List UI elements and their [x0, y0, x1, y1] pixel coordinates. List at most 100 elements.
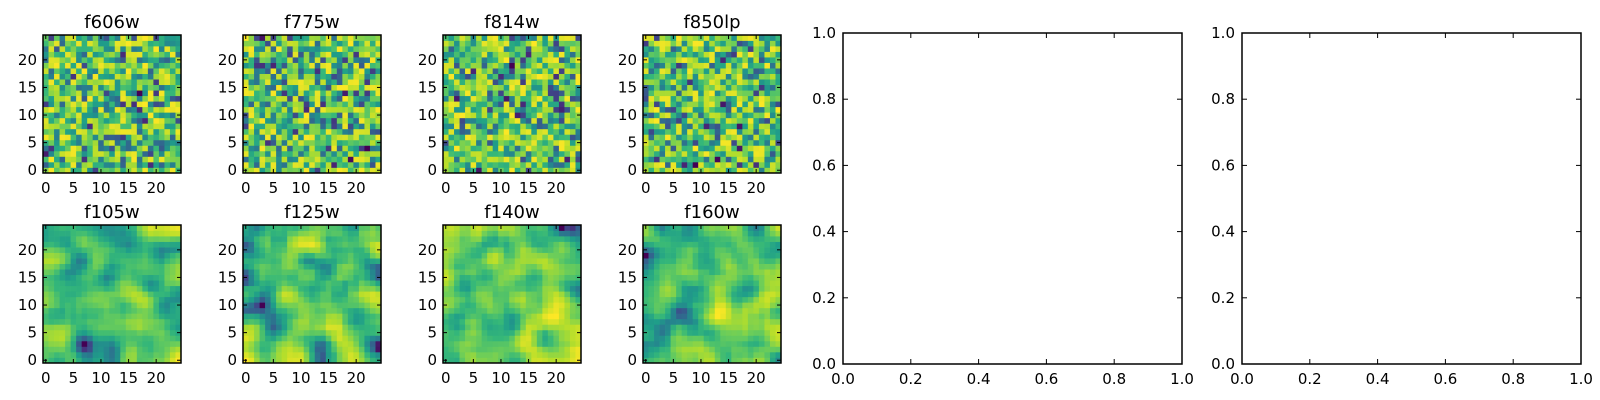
heatmap-cell [243, 150, 249, 157]
heatmap-cell [454, 346, 460, 353]
heatmap-cell [569, 40, 576, 47]
heatmap-cell [443, 335, 449, 342]
heatmap-cell [158, 134, 165, 141]
heatmap-cell [714, 296, 721, 303]
heatmap-cell [153, 106, 160, 113]
heatmap-cell [520, 161, 527, 168]
heatmap-cell [175, 101, 182, 108]
heatmap-cell [564, 340, 571, 347]
heatmap-cell [175, 230, 182, 237]
heatmap-cell [87, 150, 94, 157]
heatmap-cell [503, 90, 510, 97]
heatmap-cell [70, 46, 77, 52]
heatmap-cell [369, 167, 376, 174]
heatmap-cell [558, 167, 565, 174]
heatmap-cell [259, 302, 266, 309]
heatmap-cell [65, 145, 71, 152]
heatmap-cell [525, 258, 532, 264]
heatmap-cell [520, 324, 527, 331]
heatmap-cell [281, 296, 288, 303]
heatmap-cell [492, 35, 499, 41]
heatmap-cell [254, 79, 260, 86]
heatmap-cell [769, 90, 776, 97]
heatmap-cell [103, 351, 110, 358]
heatmap-cell [43, 269, 49, 276]
heatmap-cell [709, 106, 716, 113]
heatmap-cell [336, 357, 343, 364]
heatmap-cell [320, 335, 327, 342]
heatmap-cell [498, 296, 505, 303]
heatmap-cell [764, 329, 771, 336]
heatmap-cell [98, 236, 105, 242]
heatmap-cell [558, 335, 565, 342]
heatmap-cell [70, 263, 77, 270]
heatmap-cell [536, 318, 543, 325]
heatmap-cell [514, 57, 521, 63]
heatmap-cell [142, 340, 149, 347]
heatmap-cell [98, 307, 105, 314]
heatmap-cell [542, 57, 549, 63]
heatmap-cell [136, 139, 143, 146]
heatmap-cell [276, 46, 282, 52]
heatmap-cell [342, 346, 349, 353]
heatmap-cell [703, 128, 710, 135]
heatmap-cell [492, 351, 499, 358]
heatmap-cell [725, 351, 732, 358]
heatmap-cell [292, 285, 299, 292]
heatmap-cell [369, 145, 376, 152]
heatmap-cell [369, 101, 376, 108]
heatmap-cell [270, 139, 277, 146]
heatmap-cell [753, 318, 760, 325]
heatmap-cell [325, 117, 332, 124]
heatmap-cell [109, 335, 116, 342]
heatmap-cell [48, 57, 55, 63]
heatmap-cell [476, 134, 482, 141]
heatmap-cell [43, 291, 49, 298]
heatmap-cell [81, 106, 88, 113]
heatmap-cell [276, 247, 282, 253]
heatmap-cell [709, 123, 716, 130]
heatmap-cell [158, 296, 165, 303]
heatmap-cell [303, 291, 310, 298]
heatmap-cell [536, 291, 543, 298]
x-tick-label: 5 [669, 179, 679, 197]
heatmap-cell [714, 318, 721, 325]
heatmap-cell [553, 40, 560, 47]
heatmap-cell [654, 123, 660, 130]
heatmap-cell [281, 62, 288, 69]
heatmap-cell [714, 274, 721, 281]
heatmap-cell [153, 40, 160, 47]
heatmap-cell [65, 40, 71, 47]
heatmap-cell [481, 90, 488, 97]
heatmap-cell [509, 230, 516, 237]
heatmap-cell [92, 90, 99, 97]
heatmap-cell [448, 269, 455, 276]
heatmap-cell [542, 351, 549, 358]
heatmap-cell [336, 57, 343, 63]
heatmap-cell [775, 318, 782, 325]
heatmap-cell [331, 357, 338, 364]
heatmap-cell [54, 84, 60, 91]
heatmap-cell [136, 335, 143, 342]
heatmap-cell [703, 68, 710, 74]
heatmap-cell [443, 161, 449, 168]
heatmap-cell [309, 324, 316, 331]
heatmap-cell [564, 139, 571, 146]
heatmap-cell [287, 62, 294, 69]
heatmap-cell [43, 145, 49, 152]
heatmap-cell [736, 123, 743, 130]
heatmap-cell [553, 230, 560, 237]
heatmap-cell [443, 145, 449, 152]
heatmap-cell [325, 68, 332, 74]
heatmap-cell [747, 134, 754, 141]
heatmap-cell [454, 112, 460, 119]
heatmap-cell [320, 134, 327, 141]
heatmap-cell [520, 167, 527, 174]
heatmap-cell [342, 313, 349, 320]
heatmap-cell [769, 51, 776, 58]
heatmap-cell [270, 302, 277, 309]
heatmap-cell [509, 156, 516, 163]
heatmap-cell [125, 46, 132, 52]
heatmap-cell [764, 285, 771, 292]
heatmap-cell [175, 134, 182, 141]
